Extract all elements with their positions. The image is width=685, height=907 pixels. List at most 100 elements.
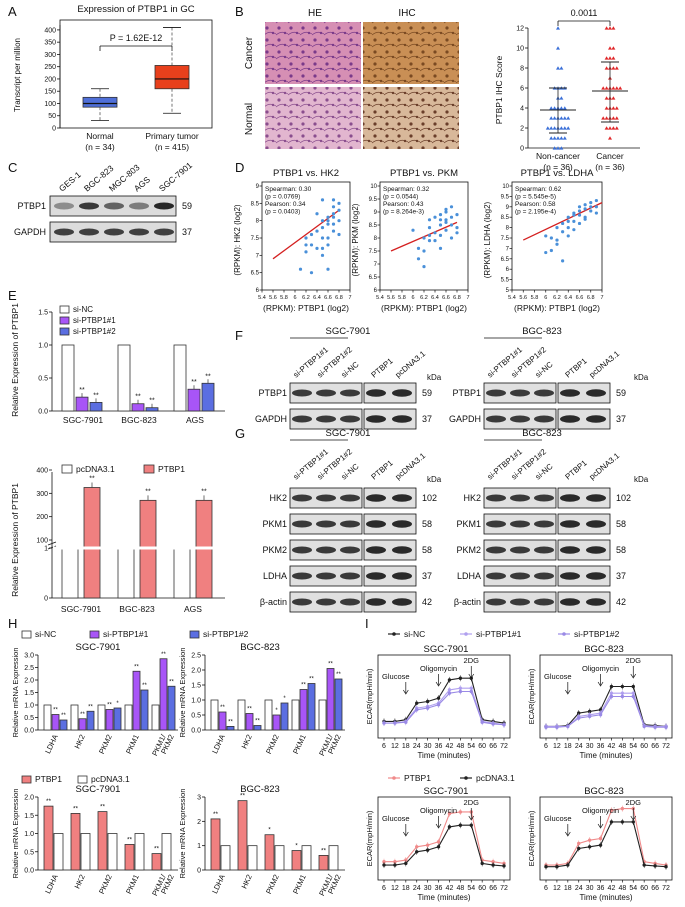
panelG-row-label: HK2 [463,493,481,503]
panelI-arrowhead [630,815,637,821]
panelA-tick-label: 150 [44,89,56,96]
panelB-point [549,106,554,110]
panelF-blot-right [557,382,611,404]
panelD-point [309,243,314,247]
panelH-title: SGC-7901 [76,642,121,653]
panelD-point [455,213,459,217]
panelD-point [555,238,559,242]
panelH-bar [328,845,339,871]
panelD-tick-label: 5.5 [501,278,510,284]
panelH-ylabel: Relative mRNA Expression [11,647,20,737]
panelG-blot-right [363,565,417,587]
panelD-point [433,215,437,219]
panelD-stat: Spearman: 0.32 [383,186,430,193]
panelD-tick-label: 8 [506,226,510,232]
panelG-band [292,520,312,528]
panel-letter-F: F [235,328,243,343]
panelI-frame [539,796,673,881]
panelB-point [552,116,557,120]
panelD-point [589,209,593,213]
panelI-tick-label: 48 [456,743,464,750]
panelH-bar [140,689,149,731]
panelG-band [340,546,360,554]
panelI-tick-label: 12 [553,743,561,750]
panelC-kda: 59 [182,201,192,211]
panelD-tick-label: 5 [506,288,510,294]
panelD-stat: Spearman: 0.62 [515,186,562,193]
panelE-bottom-category: SGC-7901 [61,604,101,614]
panelD-point [566,219,570,223]
panelI-legend-marker [464,632,468,636]
panelH-bar [107,833,118,871]
panelG-band [510,520,530,528]
panelG-band [392,572,412,580]
panelH-bar [291,699,300,731]
panelB-point [604,116,609,120]
panelE-sig: ** [79,387,85,394]
panelI-tick-label: 36 [597,743,605,750]
panelE-top-bar [75,396,89,412]
panelB-point [549,116,554,120]
panelB-point [604,106,609,110]
panelD-point [433,239,437,243]
panelD-point [444,207,448,211]
panelI-tick-label: 48 [456,885,464,892]
panelH-tick-label: 1.5 [191,683,201,690]
panelE-bottom-legend-swatch [143,464,155,474]
panelB-point [562,126,567,130]
panelD-point [589,205,593,209]
panelH-bar [264,834,275,871]
panelG-blot-right [557,539,611,561]
panelH-bar [220,845,231,871]
panelG-kda: 102 [616,493,631,503]
panelD-point [594,211,598,215]
panelE-bottom-tick-label: 1 [44,546,48,553]
panelH-bar [78,718,87,731]
panelB-point [559,106,564,110]
panelG-band [292,572,312,580]
panelB-point [566,116,571,120]
panelD-point [589,201,593,205]
panelE-sig: ** [135,394,141,401]
panelI-tick-label: 42 [608,885,616,892]
panelF-band [560,389,580,397]
panelF-band [392,389,412,397]
panelD-tick-label: 5.4 [258,295,266,301]
panelD-tick-label: 7 [506,246,510,252]
panelI-annotation: Glucose [544,814,572,823]
panelB-pvalue: 0.0011 [571,8,598,18]
panelF-kda: 59 [422,388,432,398]
panelD-stat: (p = 0.0769) [265,194,300,201]
panelH-sig: ** [213,811,219,818]
panelI-tick-label: 66 [489,743,497,750]
panelG-lane-label: si-NC [534,462,555,482]
panelI-tick-label: 12 [391,743,399,750]
panelA-group-label: Primary tumor [145,131,199,141]
panelC-row-label: GAPDH [14,227,46,237]
panelG-row-label: PKM2 [262,545,287,555]
panelG-band [486,520,506,528]
panelI-legend-label: si-PTBP1#2 [574,629,620,639]
panelG-band [340,598,360,606]
panelB-point [611,66,616,70]
panelD-point [320,226,325,230]
panelG-blot-right [363,591,417,613]
panelB-point [611,26,616,30]
panelG-kda: 58 [422,545,432,555]
panelF-band [486,389,506,397]
panelD-tick-label: 8 [256,219,260,225]
panelI-title: BGC-823 [584,786,624,797]
panelD-point [427,218,432,222]
panelH-sig: ** [321,847,327,854]
panelH-bar [237,699,246,731]
panelG-band [510,598,530,606]
panelD-tick-label: 6 [544,295,547,301]
panelD-point [320,253,325,257]
panelG-band [586,494,606,502]
panelH-ylabel: Relative mRNA Expression [178,647,187,737]
panelB-point [611,116,616,120]
panelH-tick-label: 2 [197,819,201,826]
panelD-tick-label: 6.2 [553,295,561,301]
panelB-tick-label: 8 [520,66,524,73]
panelC-band [104,228,124,236]
